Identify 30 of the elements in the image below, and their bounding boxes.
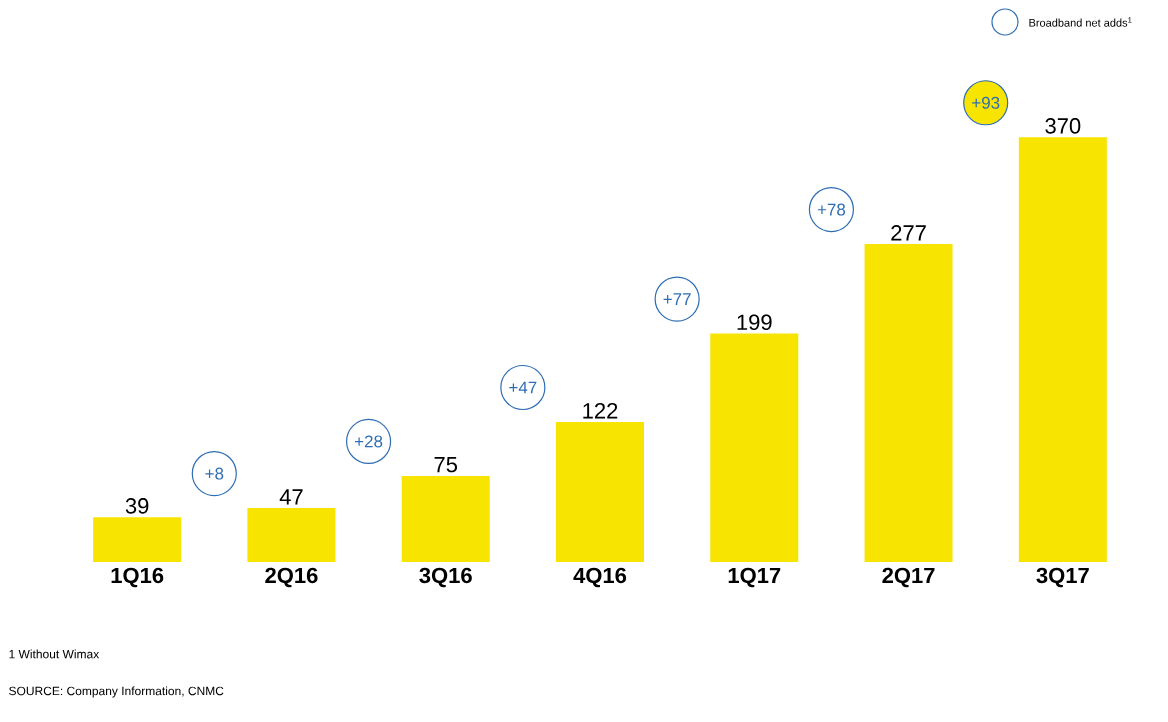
data-label: 47 <box>279 489 303 505</box>
x-tick-label: 3Q16 <box>419 567 472 588</box>
data-label: 39 <box>125 498 149 514</box>
annotation: +8 <box>205 467 224 480</box>
bar <box>93 517 182 562</box>
text: Broadband net adds$^{1}$ <box>1029 17 1132 27</box>
x-tick-label: 1Q17 <box>728 567 781 588</box>
data-label: 122 <box>583 403 618 419</box>
annotation: +28 <box>354 435 383 448</box>
x-tick-label: 2Q16 <box>265 567 318 588</box>
data-label: 199 <box>737 314 772 330</box>
text: 1 Without Wimax <box>9 649 100 659</box>
annotation: +47 <box>509 381 537 394</box>
annotation: +77 <box>663 293 691 305</box>
bar <box>1018 137 1107 562</box>
bar <box>555 421 644 562</box>
bar <box>710 333 799 562</box>
text: +93 <box>972 96 1000 109</box>
data-label: 370 <box>1045 118 1081 134</box>
x-tick-label: 3Q17 <box>1036 567 1089 588</box>
x-tick-label: 2Q17 <box>882 567 935 588</box>
bar <box>401 475 490 562</box>
annotation: +78 <box>817 203 846 216</box>
data-label: 75 <box>434 457 458 473</box>
x-tick-label: 4Q16 <box>573 567 627 588</box>
bar <box>247 508 336 562</box>
source-note: SOURCE: Company Information, CNMC <box>9 686 224 698</box>
data-label: 277 <box>891 225 926 241</box>
bar <box>864 243 953 562</box>
x-tick-label: 1Q16 <box>111 567 164 588</box>
